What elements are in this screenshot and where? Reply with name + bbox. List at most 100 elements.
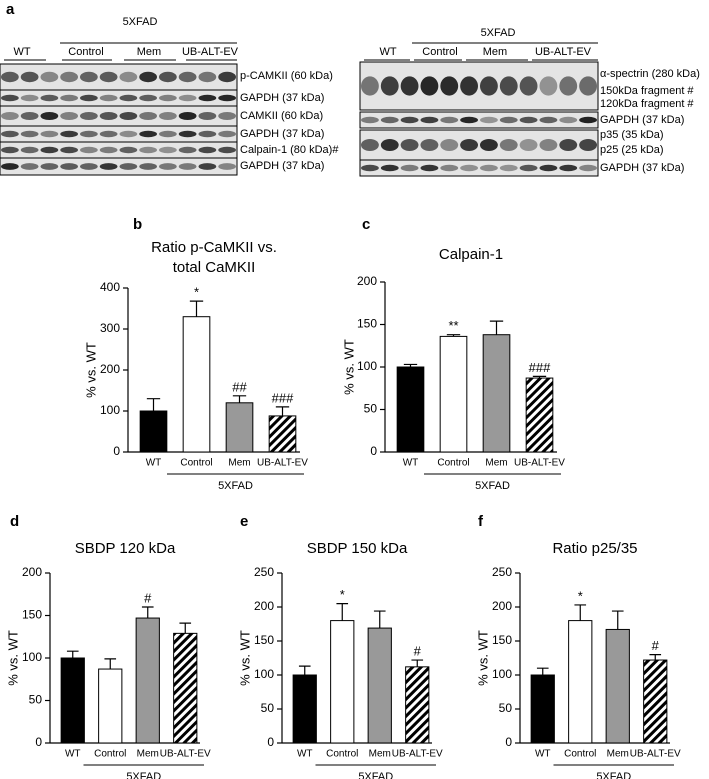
- blot-band: [539, 164, 558, 172]
- blot-band: [579, 139, 598, 151]
- blot-band: [20, 112, 39, 120]
- x-tick-label: WT: [65, 749, 81, 760]
- blot-band: [218, 163, 237, 170]
- blot-band: [559, 116, 578, 124]
- blot-band: [119, 146, 138, 154]
- blot-band: [420, 116, 439, 124]
- blot-band: [440, 116, 459, 124]
- blot-band: [198, 71, 217, 83]
- blot-band: [479, 116, 498, 124]
- bar: [60, 657, 85, 744]
- blot-band: [218, 112, 237, 120]
- blot-frame: [0, 63, 238, 91]
- blot-band: [198, 146, 217, 154]
- y-tick-label: 0: [113, 444, 120, 458]
- significance-label: ##: [232, 379, 247, 394]
- blot-band: [158, 71, 177, 83]
- blot-band: [99, 146, 118, 154]
- y-tick-label: 100: [22, 650, 42, 664]
- x-tick-label: Mem: [369, 749, 391, 760]
- blot-band: [79, 146, 98, 154]
- x-tick-label: UB-ALT-EV: [392, 749, 443, 760]
- y-tick-label: 250: [492, 565, 512, 579]
- blot-band: [380, 116, 399, 124]
- panel-label: f: [478, 513, 484, 530]
- band-label: GAPDH (37 kDa): [600, 162, 684, 174]
- blot-frame: [359, 129, 599, 161]
- x-tick-label: Mem: [607, 749, 629, 760]
- blot-band: [99, 94, 118, 102]
- blot-band: [420, 76, 439, 96]
- bar: [405, 666, 430, 744]
- blot-band: [198, 163, 217, 170]
- blot-band: [99, 71, 118, 83]
- blot-band: [360, 116, 379, 124]
- blot-band: [178, 71, 197, 83]
- blot-frame: [0, 157, 238, 176]
- y-tick-label: 0: [35, 735, 42, 749]
- y-tick-label: 200: [22, 565, 42, 579]
- blot-band: [79, 163, 98, 170]
- blot-band: [40, 71, 59, 83]
- band-label: GAPDH (37 kDa): [240, 128, 324, 140]
- error-bar: [649, 654, 662, 661]
- blot-band: [20, 163, 39, 170]
- error-bar: [373, 610, 386, 629]
- blot-band: [479, 76, 498, 96]
- x-tick-label: Control: [94, 749, 126, 760]
- error-bar: [146, 398, 161, 411]
- error-bar: [275, 406, 290, 416]
- blot-group-label: 5XFAD: [123, 16, 158, 28]
- blot-band: [460, 164, 479, 172]
- lane-label: Control: [68, 46, 103, 58]
- y-tick-label: 150: [22, 608, 42, 622]
- bar: [525, 377, 554, 453]
- blot-band: [479, 164, 498, 172]
- blot-band: [139, 130, 158, 138]
- lane-label: WT: [13, 46, 30, 58]
- significance-label: *: [194, 285, 199, 300]
- error-bar: [532, 375, 547, 379]
- blot-band: [539, 116, 558, 124]
- y-tick-label: 100: [492, 667, 512, 681]
- blot-band: [79, 71, 98, 83]
- bar: [530, 674, 555, 744]
- blot-band: [380, 164, 399, 172]
- blot-band: [198, 130, 217, 138]
- error-bar: [104, 658, 117, 670]
- x-tick-label: UB-ALT-EV: [630, 749, 681, 760]
- band-label: α-spectrin (280 kDa): [600, 68, 700, 80]
- bar: [605, 628, 630, 744]
- blot-band: [178, 112, 197, 120]
- blot-band: [40, 130, 59, 138]
- blot-band: [20, 94, 39, 102]
- x-tick-label: Mem: [485, 458, 507, 469]
- blot-band: [198, 112, 217, 120]
- blot-band: [499, 164, 518, 172]
- x-tick-label: Control: [326, 749, 358, 760]
- blot-frame: [359, 111, 599, 129]
- lane-label: UB-ALT-EV: [535, 46, 592, 58]
- y-tick-label: 200: [492, 599, 512, 613]
- blot-band: [440, 164, 459, 172]
- blot-band: [579, 164, 598, 172]
- y-axis-label: % vs. WT: [237, 630, 252, 686]
- y-tick-label: 50: [364, 402, 378, 416]
- blot-band: [139, 94, 158, 102]
- significance-label: ###: [272, 390, 294, 405]
- blot-band: [460, 116, 479, 124]
- error-bar: [336, 603, 349, 621]
- blot-band: [158, 163, 177, 170]
- blot-band: [539, 139, 558, 151]
- blot-band: [60, 130, 79, 138]
- blot-band: [40, 146, 59, 154]
- blot-band: [20, 146, 39, 154]
- blot-band: [60, 146, 79, 154]
- x-tick-label: Control: [180, 458, 212, 469]
- y-axis-label: % vs. WT: [83, 342, 98, 398]
- blot-band: [40, 112, 59, 120]
- y-tick-label: 200: [254, 599, 274, 613]
- blot-frame: [359, 159, 599, 177]
- blot-band: [420, 164, 439, 172]
- blot-band: [178, 130, 197, 138]
